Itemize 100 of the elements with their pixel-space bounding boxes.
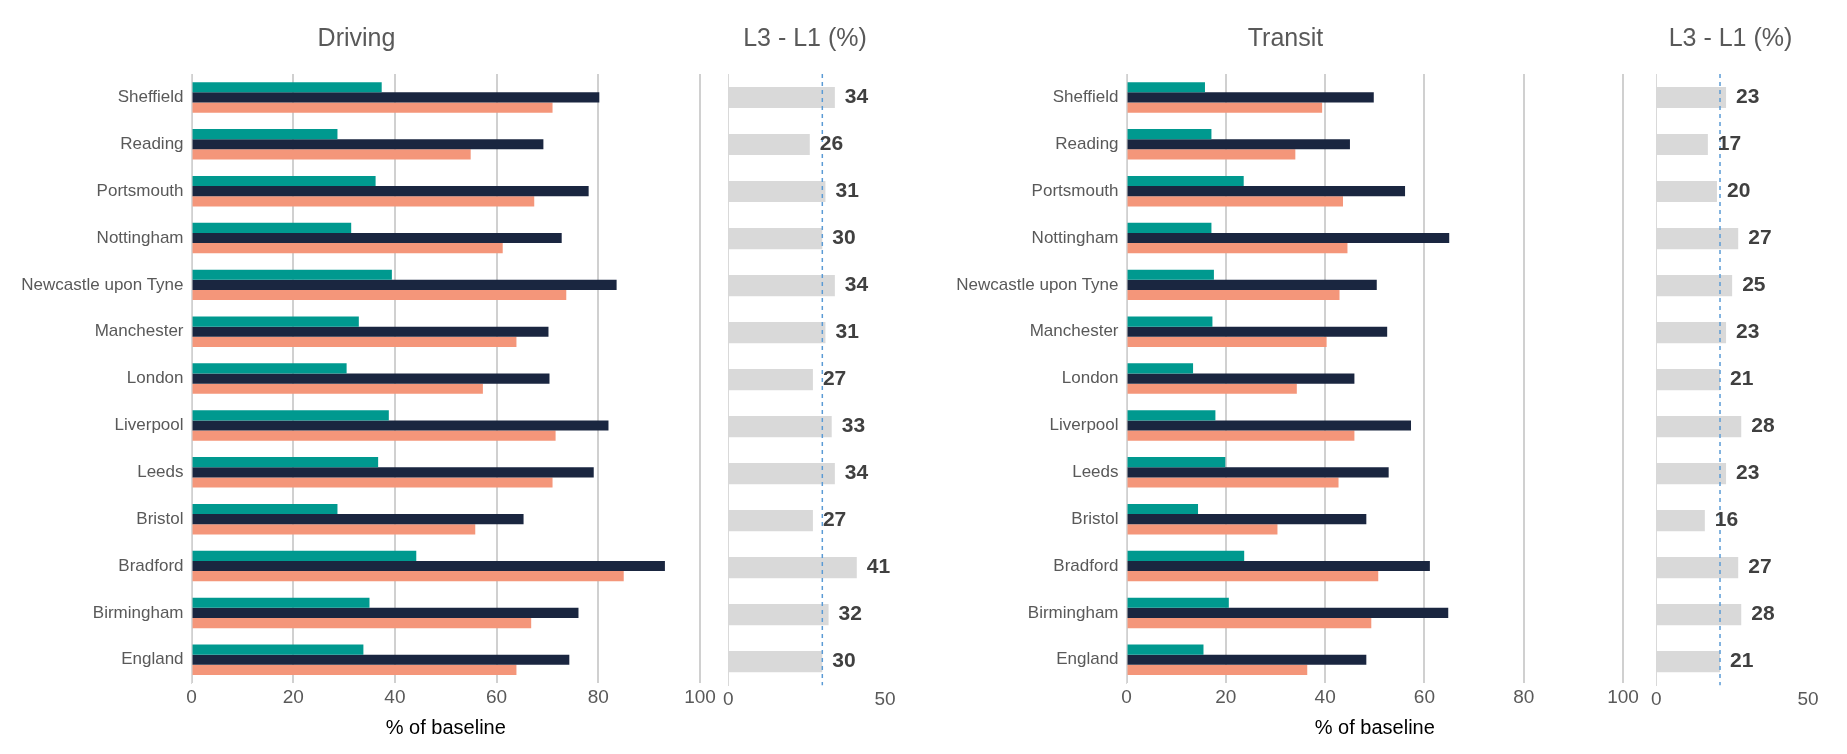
bar: [192, 524, 476, 535]
bar: [1127, 222, 1212, 233]
y-tick-label: England: [121, 649, 184, 669]
data-label: 34: [844, 84, 869, 108]
data-label: 27: [1748, 554, 1772, 578]
bar: [1656, 651, 1720, 673]
bar: [1127, 175, 1244, 187]
data-label: 21: [1730, 366, 1754, 390]
bar: [1127, 149, 1296, 160]
bar: [1127, 129, 1212, 140]
bar: [1127, 664, 1308, 675]
x-tick-label: 40: [384, 685, 406, 707]
x-tick-label: 100: [1607, 685, 1639, 707]
x-tick-label: 60: [1413, 685, 1435, 707]
bar: [192, 316, 359, 327]
bar: [1127, 139, 1350, 150]
data-label: 27: [822, 366, 847, 390]
bar: [728, 322, 826, 344]
data-label: 17: [1717, 131, 1742, 155]
bar: [192, 410, 389, 421]
bar: [728, 416, 832, 438]
bar: [192, 644, 364, 655]
y-tick-label: Reading: [120, 133, 184, 153]
bar: [1127, 410, 1216, 421]
bar: [728, 274, 835, 297]
bar: [192, 139, 544, 150]
bar: [192, 102, 553, 113]
bar: [1127, 514, 1367, 525]
bar: [1656, 227, 1739, 250]
y-tick-label: Portsmouth: [1031, 180, 1119, 200]
bar: [728, 86, 835, 109]
bar: [192, 373, 550, 384]
data-label: 32: [838, 601, 862, 625]
data-label: 20: [1726, 178, 1751, 202]
bar: [192, 383, 483, 394]
x-tick-label: 40: [1314, 685, 1336, 707]
data-label: 34: [844, 460, 869, 484]
x-tick-label: 0: [186, 685, 197, 707]
bar: [1656, 510, 1705, 532]
x-tick-label: 0: [722, 687, 734, 709]
bar: [192, 196, 535, 207]
bar: [192, 654, 570, 665]
y-tick-label: Newcastle upon Tyne: [956, 274, 1119, 294]
bar: [192, 129, 338, 140]
bar: [1127, 196, 1343, 207]
y-tick-label: Birmingham: [1027, 602, 1119, 622]
bar: [728, 463, 835, 485]
bar: [192, 92, 600, 103]
bar: [192, 664, 517, 675]
bar: [192, 550, 417, 561]
y-tick-label: Newcastle upon Tyne: [21, 274, 184, 294]
bar: [1127, 503, 1199, 515]
bar: [1656, 604, 1742, 626]
data-label: 27: [1748, 225, 1772, 249]
bar: [1656, 133, 1708, 156]
bar: [192, 149, 471, 160]
y-tick-label: Liverpool: [114, 415, 184, 435]
bar: [1656, 322, 1727, 344]
data-label: 34: [844, 272, 869, 296]
y-tick-label: Portsmouth: [96, 180, 184, 200]
bar: [1656, 416, 1742, 438]
bar: [1127, 316, 1213, 327]
bar: [192, 477, 553, 488]
bar: [1656, 369, 1720, 391]
bar: [192, 514, 524, 525]
bar: [1127, 326, 1388, 337]
x-tick-label: 50: [1797, 687, 1819, 709]
bar: [192, 175, 376, 187]
bar: [1127, 607, 1449, 618]
x-tick-label: 60: [486, 685, 508, 707]
bar: [192, 232, 562, 244]
bar: [1656, 180, 1717, 203]
bar: [1127, 467, 1389, 478]
data-label: 16: [1714, 507, 1739, 531]
bar: [728, 604, 829, 626]
bar: [1127, 644, 1204, 655]
y-tick-label: Bristol: [136, 508, 184, 528]
bar: [728, 369, 813, 391]
data-label: 31: [835, 319, 860, 343]
bar: [1127, 373, 1355, 384]
bar: [1127, 617, 1372, 629]
bar: [192, 571, 624, 582]
x-tick-label: 0: [1650, 687, 1662, 709]
bar: [192, 430, 556, 441]
bar: [192, 617, 532, 629]
bar: [1127, 102, 1323, 113]
bar: [192, 243, 503, 254]
bar: [1127, 279, 1377, 290]
chart-title: L3 - L1 (%): [1668, 22, 1793, 51]
x-axis-title: % of baseline: [385, 715, 506, 738]
x-tick-label: 100: [684, 685, 716, 707]
data-label: 28: [1751, 413, 1775, 437]
bar: [192, 457, 379, 468]
data-label: 23: [1736, 460, 1760, 484]
bar: [192, 607, 579, 618]
bar: [1127, 269, 1214, 280]
bar: [192, 326, 549, 337]
data-label: 41: [866, 554, 891, 578]
bar: [1656, 274, 1733, 297]
bar: [1127, 654, 1367, 665]
